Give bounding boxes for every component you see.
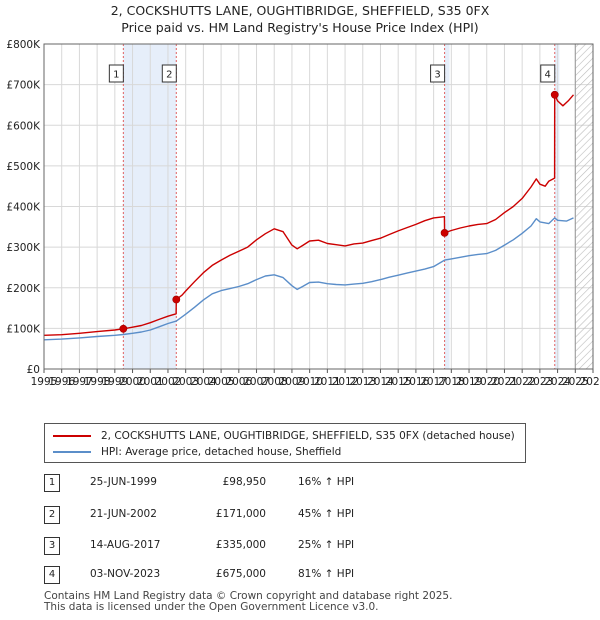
- legend-item-property: 2, COCKSHUTTS LANE, OUGHTIBRIDGE, SHEFFI…: [53, 428, 515, 443]
- chart-title: 2, COCKSHUTTS LANE, OUGHTIBRIDGE, SHEFFI…: [110, 3, 490, 18]
- x-tick-label: 1997: [66, 376, 93, 388]
- sale-label-number: 4: [545, 70, 551, 81]
- sale-price: £171,000: [215, 508, 266, 520]
- x-tick-label: 2001: [137, 376, 164, 388]
- x-tick-label: 2010: [296, 376, 323, 388]
- x-tick-label: 1999: [101, 376, 128, 388]
- property-price-line: [43, 94, 575, 336]
- sale-label-box: [161, 64, 177, 83]
- y-tick-label: £100K: [6, 323, 41, 335]
- chart-axes: 1995199619971998199920002001200220032004…: [6, 39, 600, 388]
- sale-price: £675,000: [215, 568, 266, 580]
- x-tick-label: 2005: [208, 376, 235, 388]
- sale-label-box: [540, 64, 556, 83]
- y-tick-label: £800K: [6, 39, 41, 51]
- sale-date: 14-AUG-2017: [90, 539, 161, 551]
- x-tick-label: 2016: [403, 376, 430, 388]
- x-tick-label: 2020: [473, 376, 500, 388]
- y-tick-label: £200K: [6, 283, 41, 295]
- sale-number-badge: 3: [44, 537, 60, 555]
- x-tick-label: 1996: [48, 376, 75, 388]
- x-tick-label: 2008: [261, 376, 288, 388]
- forecast-region: [574, 44, 593, 369]
- chart-subtitle: Price paid vs. HM Land Registry's House …: [121, 20, 479, 35]
- x-tick-label: 2026: [580, 376, 600, 388]
- x-tick-label: 2022: [509, 376, 536, 388]
- x-tick-label: 2021: [491, 376, 518, 388]
- x-tick-label: 2018: [438, 376, 465, 388]
- forecast-hatch: [575, 44, 593, 369]
- x-tick-label: 1998: [84, 376, 111, 388]
- y-tick-label: £500K: [6, 161, 41, 173]
- sale-point: [172, 295, 181, 304]
- sale-point: [119, 324, 128, 333]
- footer-licence: This data is licensed under the Open Gov…: [44, 601, 379, 613]
- sale-hpi-change: 16% ↑ HPI: [298, 476, 355, 488]
- chart-series: [43, 90, 575, 341]
- x-tick-label: 2000: [119, 376, 146, 388]
- sale-hpi-change: 81% ↑ HPI: [298, 568, 355, 580]
- x-tick-label: 2019: [456, 376, 483, 388]
- footer-copyright: Contains HM Land Registry data © Crown c…: [44, 590, 453, 602]
- legend-label-hpi: HPI: Average price, detached house, Shef…: [101, 445, 342, 458]
- footer-attribution: Contains HM Land Registry data © Crown c…: [44, 591, 452, 613]
- sale-hpi-change: 25% ↑ HPI: [298, 539, 355, 551]
- x-tick-label: 2023: [527, 376, 554, 388]
- sale-row: 4 03-NOV-2023 £675,000 81% ↑ HPI: [44, 566, 444, 584]
- x-tick-label: 2003: [172, 376, 199, 388]
- x-tick-label: 1995: [31, 376, 58, 388]
- x-tick-label: 2012: [332, 376, 359, 388]
- x-tick-label: 2007: [243, 376, 270, 388]
- legend: 2, COCKSHUTTS LANE, OUGHTIBRIDGE, SHEFFI…: [44, 423, 526, 463]
- x-tick-label: 2025: [562, 376, 589, 388]
- sale-point: [550, 90, 559, 99]
- y-tick-label: £600K: [6, 120, 41, 132]
- x-tick-label: 2013: [349, 376, 376, 388]
- hpi-line: [43, 217, 574, 341]
- sale-label-box: [108, 64, 124, 83]
- legend-swatch-hpi: [53, 450, 91, 453]
- sale-row: 3 14-AUG-2017 £335,000 25% ↑ HPI: [44, 537, 444, 555]
- sale-date: 25-JUN-1999: [90, 476, 157, 488]
- plot-frame: [43, 43, 594, 370]
- x-tick-label: 2006: [225, 376, 252, 388]
- legend-item-hpi: HPI: Average price, detached house, Shef…: [53, 444, 341, 459]
- sale-label-number: 3: [434, 70, 440, 81]
- x-tick-label: 2014: [367, 376, 394, 388]
- sale-number-badge: 4: [44, 566, 60, 584]
- sale-row: 2 21-JUN-2002 £171,000 45% ↑ HPI: [44, 506, 444, 524]
- y-tick-label: £400K: [6, 202, 41, 214]
- sale-labels: 1 2 3 4: [108, 64, 556, 83]
- sale-label-number: 1: [113, 70, 119, 81]
- sale-label-number: 2: [166, 70, 172, 81]
- sale-price: £98,950: [222, 476, 266, 488]
- x-tick-label: 2004: [190, 376, 217, 388]
- legend-swatch-property: [53, 434, 91, 437]
- sale-number-badge: 2: [44, 506, 60, 524]
- x-tick-label: 2009: [279, 376, 306, 388]
- y-tick-label: £0: [27, 364, 40, 376]
- y-tick-label: £700K: [6, 80, 41, 92]
- sale-hpi-change: 45% ↑ HPI: [298, 508, 355, 520]
- sale-price: £335,000: [215, 539, 266, 551]
- legend-label-property: 2, COCKSHUTTS LANE, OUGHTIBRIDGE, SHEFFI…: [101, 429, 515, 442]
- sale-number-badge: 1: [44, 474, 60, 492]
- sale-row: 1 25-JUN-1999 £98,950 16% ↑ HPI: [44, 474, 444, 492]
- sale-date: 21-JUN-2002: [90, 508, 157, 520]
- y-tick-label: £300K: [6, 242, 41, 254]
- sale-point: [440, 229, 449, 237]
- x-tick-label: 2017: [420, 376, 447, 388]
- chart-title-block: 2, COCKSHUTTS LANE, OUGHTIBRIDGE, SHEFFI…: [0, 2, 600, 36]
- x-tick-label: 2024: [544, 376, 571, 388]
- x-tick-label: 2011: [314, 376, 341, 388]
- sale-label-box: [430, 64, 446, 83]
- sale-date: 03-NOV-2023: [90, 568, 161, 580]
- x-tick-label: 2015: [385, 376, 412, 388]
- x-tick-label: 2002: [155, 376, 182, 388]
